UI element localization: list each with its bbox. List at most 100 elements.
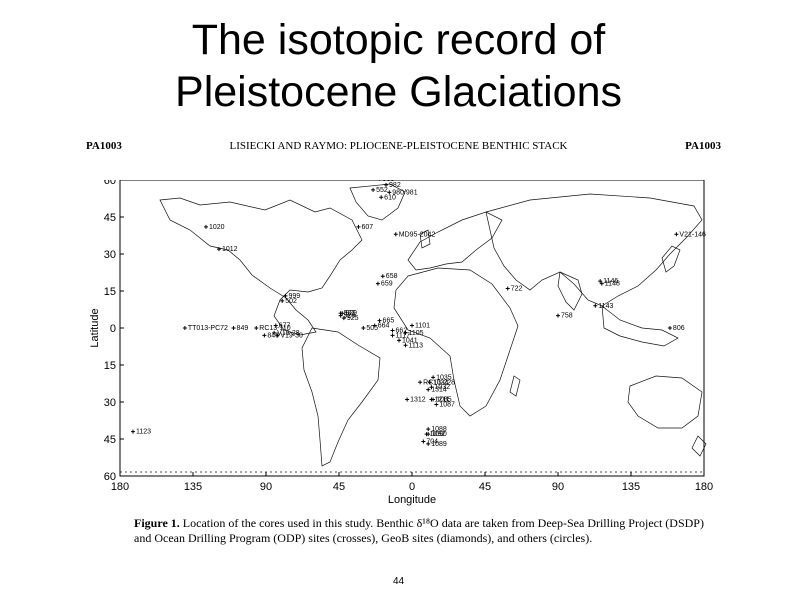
core-site: 999: [283, 293, 300, 300]
site-label: 927: [344, 310, 356, 317]
site-marker: [426, 432, 431, 437]
figure-header-center: LISIECKI AND RAYMO: PLIOCENE-PLEISTOCENE…: [229, 140, 568, 152]
core-site: 1113: [403, 342, 423, 349]
site-marker: [377, 318, 382, 323]
site-marker: [275, 333, 280, 338]
core-site: 1143: [593, 303, 613, 310]
x-axis-title: Longitude: [388, 494, 436, 506]
core-site: 1123: [130, 429, 151, 436]
core-site: 658: [380, 273, 398, 280]
core-site: 722: [505, 286, 522, 293]
site-marker: [356, 224, 361, 229]
site-marker: [387, 190, 392, 195]
site-label: 1085: [436, 397, 452, 404]
site-label: MD95-2042: [399, 231, 436, 238]
site-label: 1123: [136, 429, 151, 436]
site-marker: [431, 375, 436, 380]
site-label: 1101: [415, 323, 430, 330]
site-label: 846: [267, 332, 279, 339]
site-marker: [403, 343, 408, 348]
site-marker: [379, 195, 384, 200]
core-site: RC13-228: [418, 379, 455, 386]
core-site: 1090: [426, 431, 447, 438]
y-tick-label: 60: [104, 180, 116, 187]
site-marker: [283, 293, 288, 298]
core-site: 1312: [405, 397, 426, 404]
site-label: 505: [366, 325, 378, 332]
x-tick-label: 45: [479, 481, 491, 493]
site-marker: [426, 427, 431, 432]
site-marker: [384, 182, 389, 187]
site-label: 552: [376, 187, 388, 194]
site-marker: [182, 326, 187, 330]
site-label: 928: [344, 313, 356, 320]
site-label: 1211: [434, 397, 449, 404]
core-site: 1088: [426, 426, 447, 433]
core-site: 1032: [429, 384, 450, 391]
slide-title: The isotopic record of Pleistocene Glaci…: [0, 14, 797, 118]
site-label: 1034: [433, 379, 449, 386]
site-marker: [341, 316, 346, 321]
site-marker: [429, 385, 434, 390]
core-site: 1041: [397, 337, 418, 344]
site-marker: [397, 338, 402, 343]
x-tick-label: 45: [333, 481, 345, 493]
site-marker: [421, 439, 426, 444]
site-label: 1143: [598, 303, 613, 310]
site-label: 1090: [431, 431, 447, 438]
site-label: 658: [386, 273, 398, 280]
site-marker: [380, 274, 385, 279]
core-site: 607: [356, 224, 373, 231]
site-label: 806: [673, 325, 685, 332]
site-label: 925: [347, 315, 359, 322]
site-marker: [505, 286, 510, 291]
site-marker: [667, 326, 672, 330]
core-site: V19-30: [275, 332, 303, 339]
core-site: 704: [421, 438, 438, 445]
site-label: 980/981: [392, 189, 417, 196]
y-tick-label: 0: [110, 323, 116, 335]
core-site: 1314: [426, 387, 447, 394]
site-label: 664: [378, 323, 390, 330]
core-site: 1035: [431, 374, 452, 381]
core-site: 662: [390, 327, 407, 334]
site-marker: [216, 247, 221, 252]
y-tick-label: 60: [104, 471, 116, 483]
site-marker: [426, 387, 431, 392]
site-label: 929: [345, 310, 357, 317]
site-label: 1092: [430, 431, 446, 438]
core-site: 1034: [427, 379, 449, 386]
site-marker: [556, 313, 560, 318]
core-site: V21-146: [674, 231, 706, 238]
site-label: 983: [383, 180, 395, 183]
x-tick-label: 0: [409, 481, 415, 493]
core-site: 982: [384, 182, 401, 189]
core-site: 677: [273, 323, 291, 330]
y-tick-label: 30: [104, 249, 116, 261]
figure-caption: Figure 1. Location of the cores used in …: [134, 516, 704, 546]
core-site: 929: [340, 310, 357, 317]
site-marker: [405, 397, 410, 402]
coastlines: [120, 183, 707, 473]
y-tick-label: 45: [104, 212, 116, 224]
core-site: 552: [371, 187, 388, 194]
site-label: 1032: [434, 384, 450, 391]
site-label: 659: [381, 281, 393, 288]
site-label: 982: [389, 182, 401, 189]
core-site: 1148: [599, 281, 620, 288]
site-label: 704: [426, 438, 438, 445]
site-label: V19-30: [280, 332, 303, 339]
site-label: 1117: [396, 332, 411, 339]
core-site: 1089: [426, 441, 447, 448]
site-marker: [393, 232, 398, 237]
x-tick-label: 135: [622, 481, 640, 493]
site-label: 1088: [431, 426, 447, 433]
core-site: 502: [280, 298, 297, 305]
site-marker: [272, 330, 277, 335]
site-marker: [674, 232, 679, 237]
site-label: 999: [288, 293, 300, 300]
site-marker: [418, 380, 423, 385]
site-marker: [379, 180, 381, 181]
